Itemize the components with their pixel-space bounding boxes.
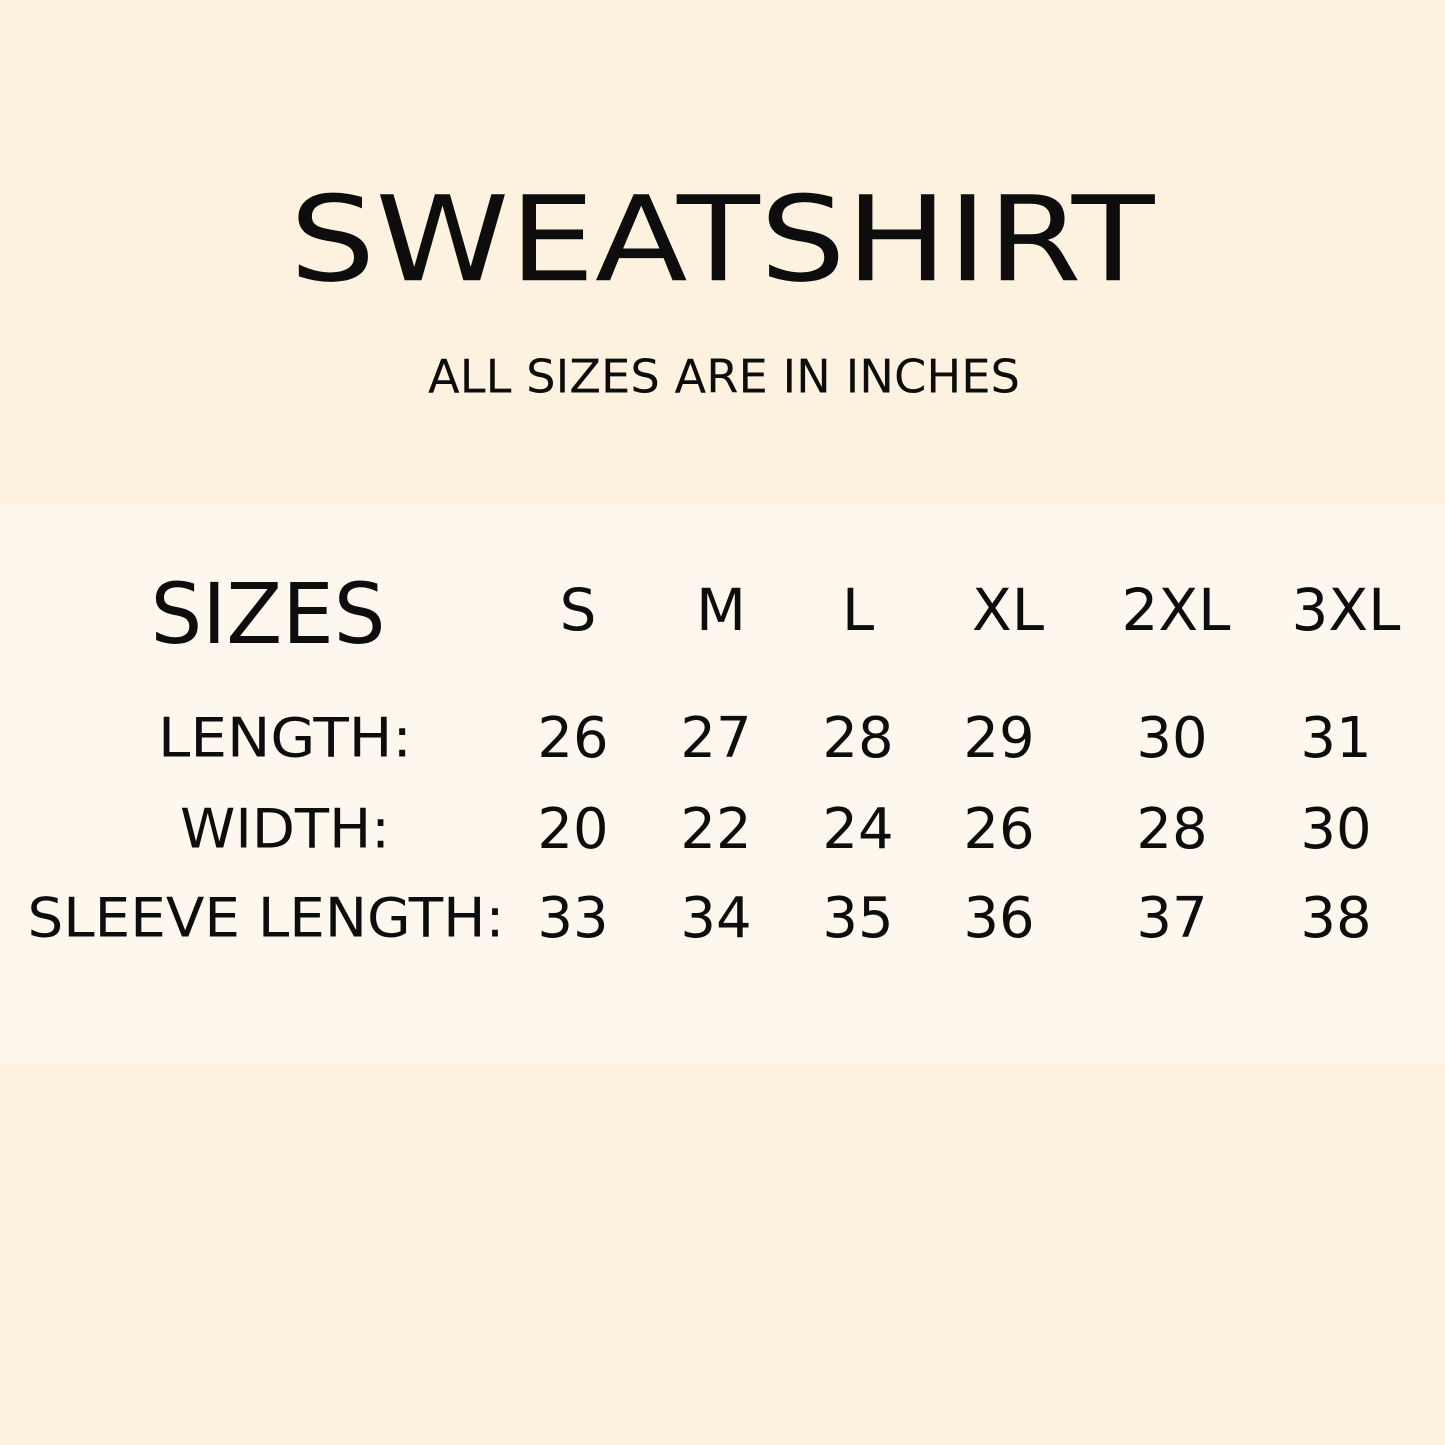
size-table: SIZES S M L XL 2XL 3XL LENGTH: 26 27 28 29 30 31 WIDTH… xyxy=(28,565,1401,951)
cell-value: 38 xyxy=(1300,886,1371,951)
column-header: 2XL xyxy=(1122,576,1231,644)
column-header: S xyxy=(560,576,597,644)
row-label: LENGTH: xyxy=(158,707,412,770)
cell-value: 29 xyxy=(963,706,1034,771)
cell-value: 30 xyxy=(1300,797,1371,862)
column-header: 3XL xyxy=(1292,576,1401,644)
cell-value: 30 xyxy=(1136,706,1207,771)
cell-value: 35 xyxy=(822,886,893,951)
column-header-label: SIZES xyxy=(151,565,386,663)
cell-value: 26 xyxy=(963,797,1034,862)
cell-value: 22 xyxy=(680,797,751,862)
cell-value: 28 xyxy=(822,706,893,771)
cell-value: 28 xyxy=(1136,797,1207,862)
cell-value: 26 xyxy=(537,706,608,771)
cell-value: 37 xyxy=(1136,886,1207,951)
subtitle: ALL SIZES ARE IN INCHES xyxy=(428,350,1020,404)
column-header: M xyxy=(696,576,746,644)
cell-value: 33 xyxy=(537,886,608,951)
cell-value: 24 xyxy=(822,797,893,862)
title: SWEATSHIRT xyxy=(290,170,1156,308)
cell-value: 20 xyxy=(537,797,608,862)
table-band xyxy=(0,505,1445,1063)
row-label: SLEEVE LENGTH: xyxy=(28,887,505,950)
cell-value: 31 xyxy=(1300,706,1371,771)
cell-value: 27 xyxy=(680,706,751,771)
cell-value: 34 xyxy=(680,886,751,951)
row-label: WIDTH: xyxy=(180,798,390,861)
column-header: L xyxy=(842,576,874,644)
cell-value: 36 xyxy=(963,886,1034,951)
column-header: XL xyxy=(972,576,1044,644)
